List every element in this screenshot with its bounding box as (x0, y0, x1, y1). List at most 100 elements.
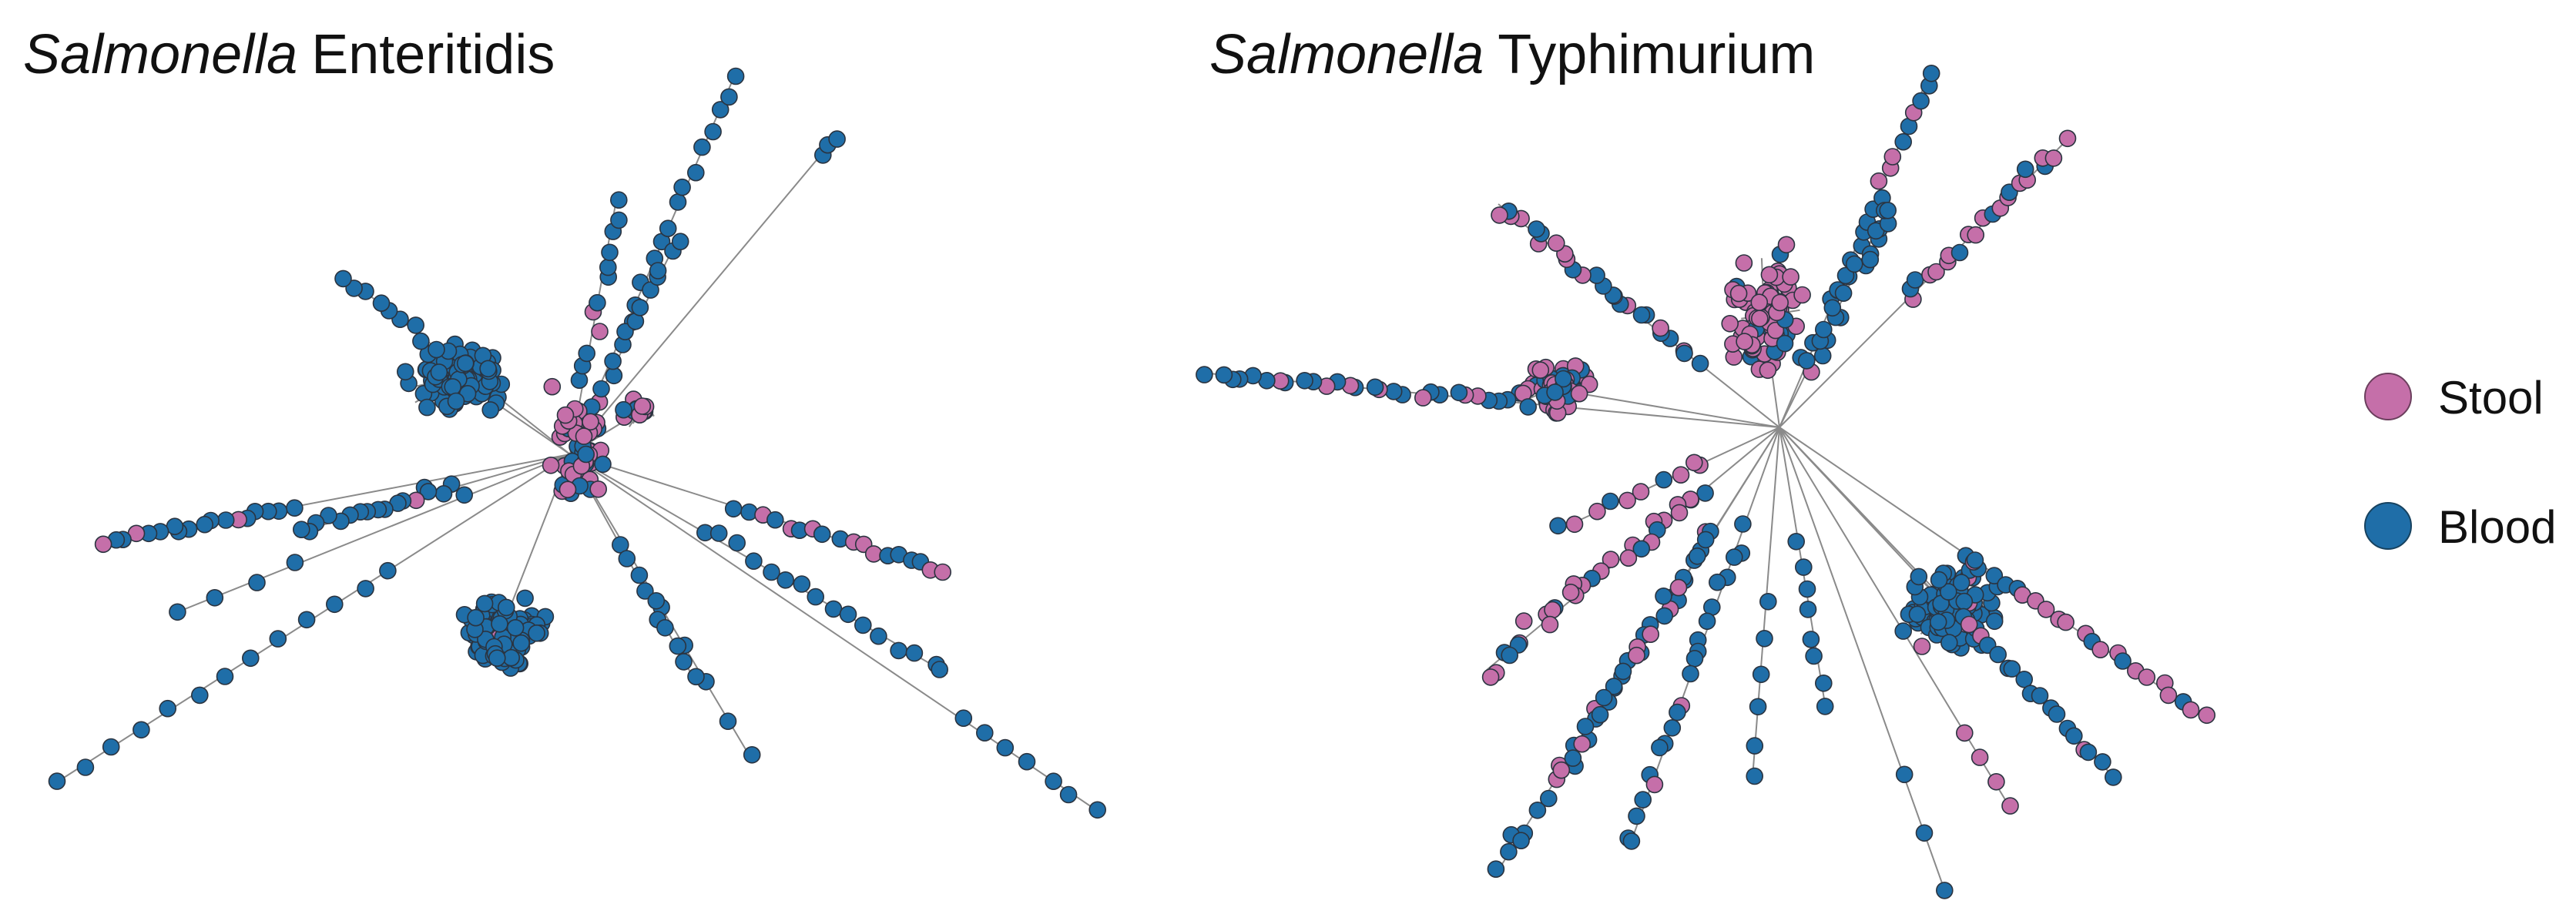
blood-node (1450, 383, 1468, 402)
blood-node (578, 344, 596, 363)
stool-node (2091, 641, 2109, 659)
panel-title-italic: Salmonella (23, 24, 297, 85)
panel-title-rest: Enteritidis (311, 24, 555, 85)
blood-node (669, 637, 687, 655)
stool-node (1685, 454, 1703, 472)
stool-node (1619, 549, 1638, 567)
blood-node (1709, 573, 1726, 591)
blood-node (724, 500, 743, 518)
stool-node (1760, 266, 1779, 284)
blood-node (2016, 160, 2034, 179)
blood-node (1952, 574, 1971, 591)
blood-node (1936, 882, 1954, 899)
legend-label-stool: Stool (2438, 372, 2544, 424)
stool-node (1729, 284, 1748, 303)
stool-node (2182, 701, 2200, 719)
blood-node (467, 608, 485, 627)
blood-node (671, 233, 689, 251)
stool-node (2001, 797, 2019, 815)
network-edge (1779, 427, 2011, 809)
blood-node (704, 122, 722, 141)
blood-node (1675, 344, 1693, 363)
blood-node (1487, 860, 1505, 878)
blood-node (357, 580, 374, 598)
stool-node (1721, 314, 1739, 333)
stool-node (1782, 268, 1800, 286)
blood-node (813, 525, 831, 544)
stool-node (1960, 615, 1978, 634)
stool-node (1971, 748, 1989, 766)
blood-node (1632, 540, 1651, 558)
stool-node (542, 456, 560, 474)
blood-node (455, 486, 474, 504)
stool-node (1750, 293, 1769, 312)
stool-node (556, 406, 575, 424)
stool-node (934, 563, 951, 581)
blood-node (372, 294, 391, 313)
stool-node (633, 397, 652, 415)
network-nodes (48, 65, 2215, 899)
blood-node (479, 360, 497, 378)
blood-node (1669, 703, 1686, 721)
blood-node (297, 611, 316, 629)
blood-node (1930, 571, 1948, 589)
blood-node (1682, 665, 1699, 683)
blood-node (396, 363, 414, 381)
stool-node (591, 323, 609, 340)
blood-node (693, 138, 711, 156)
blood-node (345, 280, 363, 297)
blood-node (2003, 660, 2021, 678)
blood-node (1861, 250, 1880, 269)
blood-node (488, 649, 506, 668)
blood-node (931, 661, 948, 678)
blood-node (1564, 749, 1582, 767)
blood-node (709, 524, 728, 542)
blood-node (1634, 791, 1652, 808)
legend-label-blood: Blood (2438, 501, 2556, 553)
blood-node (434, 484, 453, 503)
blood-node (497, 598, 515, 617)
blood-node (601, 243, 619, 262)
stool-node (1870, 172, 1888, 190)
blood-node (2079, 743, 2098, 762)
blood-node (996, 738, 1015, 757)
blood-node (807, 588, 824, 606)
blood-node (1045, 772, 1062, 791)
blood-node (1749, 698, 1767, 716)
stool-node (1771, 293, 1789, 312)
stool-node (2138, 668, 2156, 686)
stool-node (1628, 646, 1645, 665)
blood-node (1894, 622, 1912, 640)
stool-node (1570, 384, 1588, 403)
stool-node (1883, 148, 1902, 166)
stool-node (1777, 236, 1796, 254)
blood-node (766, 511, 784, 529)
blood-node (1895, 765, 1914, 784)
network-edge (569, 136, 837, 455)
panel-title-typhimurium: Salmonella Typhimurium (1209, 24, 1815, 85)
stool-node (1956, 724, 1974, 742)
blood-node (616, 323, 634, 341)
stool-node (1561, 583, 1580, 601)
blood-node (1549, 517, 1567, 535)
blood-node (2114, 652, 2132, 670)
blood-node (248, 574, 266, 591)
blood-node (506, 618, 525, 637)
blood-node (1215, 366, 1233, 384)
blood-node (1698, 612, 1716, 631)
stool-node (1514, 612, 1533, 630)
stool-node (1544, 601, 1561, 619)
stool-node (1913, 638, 1931, 655)
stool-node (1652, 319, 1669, 337)
blood-node (890, 641, 907, 660)
blood-node (1787, 532, 1805, 551)
blood-node (1906, 271, 1924, 289)
blood-node (1296, 371, 1313, 390)
stool-node (1670, 504, 1689, 522)
blood-node (1798, 352, 1816, 370)
stool-node (1751, 310, 1769, 328)
blood-node (776, 571, 795, 589)
blood-node (1879, 201, 1897, 219)
stool-node (2159, 686, 2178, 705)
blood-node (1799, 601, 1817, 618)
